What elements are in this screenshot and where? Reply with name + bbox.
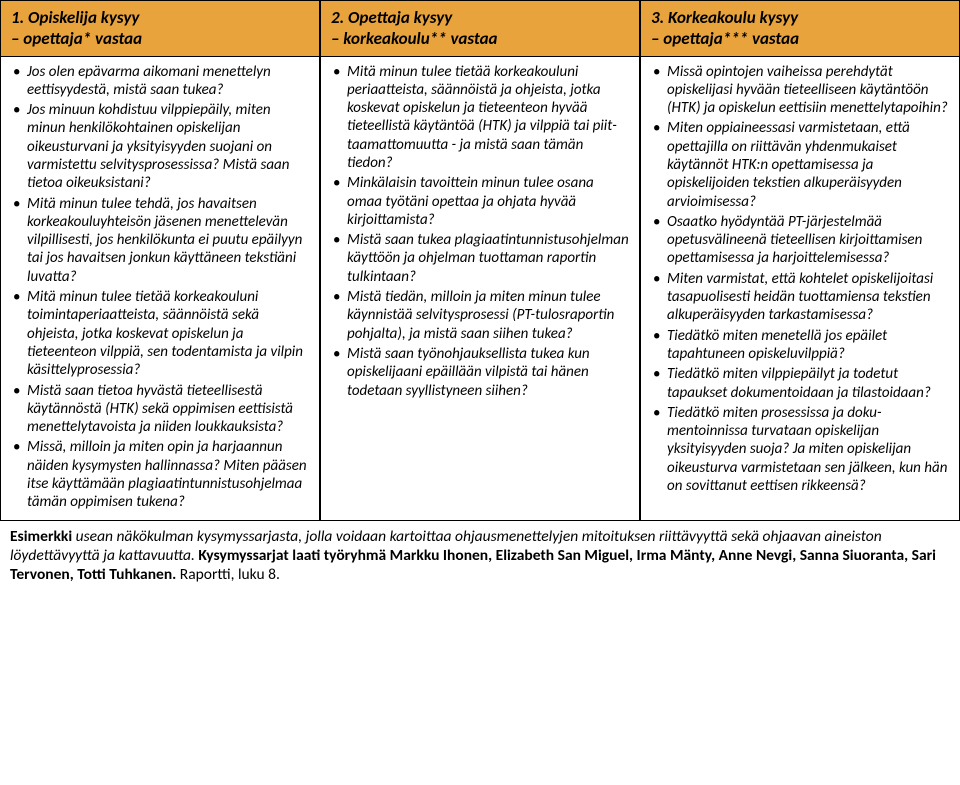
footer-lead: Esimerkki (10, 527, 76, 546)
list-item: Tiedätkö miten menetellä jos epäilet tap… (667, 327, 951, 364)
column-2: 2. Opettaja kysyy – korkeakoulu** vastaa… (320, 0, 640, 521)
list-item: Mistä tiedän, milloin ja miten minun tul… (347, 288, 631, 343)
list-item: Missä opintojen vaiheissa pereh­dytät op… (667, 63, 951, 118)
column-3-title-line1: 3. Korkeakoulu kysyy (651, 7, 798, 28)
column-1-header: 1. Opiskelija kysyy – opettaja* vastaa (1, 1, 319, 57)
list-item: Miten varmistat, että kohtelet opiskelij… (667, 270, 951, 325)
list-item: Missä, milloin ja miten opin ja har­jaan… (27, 438, 311, 511)
list-item: Mistä saan tietoa hyvästä tieteelli­sest… (27, 382, 311, 437)
list-item: Mistä saan tukea plagiaatintunnis­tusohj… (347, 231, 631, 286)
column-2-title-line1: 2. Opettaja kysyy (331, 7, 452, 28)
column-2-title-line2: – korkeakoulu** vastaa (331, 28, 498, 49)
column-2-header: 2. Opettaja kysyy – korkeakoulu** vastaa (321, 1, 639, 57)
column-1-title-line2: – opettaja* vastaa (11, 28, 142, 49)
footer-last: Raportti, luku 8. (176, 565, 280, 584)
list-item: Tiedätkö miten vilppiepäilyt ja todetut … (667, 365, 951, 402)
list-item: Osaatko hyödyntää PT-järjestel­mää opetu… (667, 213, 951, 268)
list-item: Tiedätkö miten prosessissa ja doku­mento… (667, 404, 951, 495)
list-item: Jos olen epävarma aikomani menet­telyn e… (27, 63, 311, 100)
column-2-body: Mitä minun tulee tietää korkea­kouluni p… (321, 57, 639, 520)
list-item: Minkälaisin tavoittein minun tulee osana… (347, 174, 631, 229)
column-3-header: 3. Korkeakoulu kysyy – opettaja*** vasta… (641, 1, 959, 57)
column-3-title-line2: – opettaja*** vastaa (651, 28, 799, 49)
column-3: 3. Korkeakoulu kysyy – opettaja*** vasta… (640, 0, 960, 521)
list-item: Mistä saan työnohjauksellista tukea kun … (347, 345, 631, 400)
footer-text: Esimerkki usean näkökulman kysymyssarjas… (0, 521, 960, 585)
list-item: Mitä minun tulee tehdä, jos havaitsen ko… (27, 195, 311, 286)
columns-row: 1. Opiskelija kysyy – opettaja* vastaa J… (0, 0, 960, 521)
column-1-title-line1: 1. Opiskelija kysyy (11, 7, 139, 28)
column-1-body: Jos olen epävarma aikomani menet­telyn e… (1, 57, 319, 520)
list-item: Mitä minun tulee tietää korkea­kouluni p… (347, 63, 631, 173)
list-item: Miten oppiaineessasi varmistetaan, että … (667, 119, 951, 210)
column-3-body: Missä opintojen vaiheissa pereh­dytät op… (641, 57, 959, 520)
list-item: Jos minuun kohdistuu vilppiepäily, miten… (27, 101, 311, 192)
column-1: 1. Opiskelija kysyy – opettaja* vastaa J… (0, 0, 320, 521)
list-item: Mitä minun tulee tietää korkeakoulu­ni t… (27, 288, 311, 379)
